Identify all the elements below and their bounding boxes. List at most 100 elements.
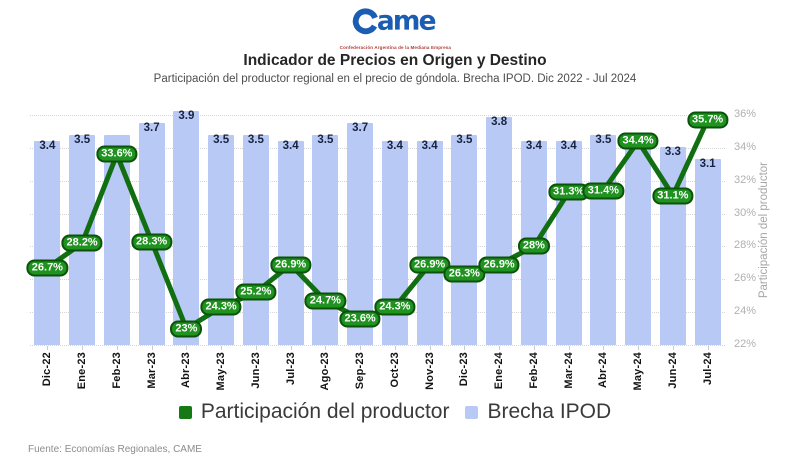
y-tick-label: 32% (734, 173, 757, 186)
month-label-text: Ene-23 (76, 352, 89, 390)
bar (347, 123, 374, 345)
legend-item-brecha: Brecha IPOD (465, 400, 611, 424)
bar (451, 135, 478, 345)
line-point-label: 31.3% (548, 183, 590, 201)
plot-area: 36% 34% 32% 30% 28% 26% 24% 22% 3.4 3.5 3.7 3.9 3.5 3… (26, 105, 756, 350)
line-point-label: 26.9% (409, 256, 451, 273)
bar-value-label: 3.4 (386, 140, 403, 152)
bar (625, 141, 652, 345)
month-label-text: May-24 (632, 352, 645, 391)
x-axis-labels: Dic-22 Ene-23 Feb-23 Mar-23 Abr-23 May-23 Jun-… (30, 346, 725, 398)
participacion-line (44, 117, 711, 332)
y-tick-label: 34% (734, 140, 757, 153)
grid-line (30, 147, 725, 149)
line-point-label: 33.6% (96, 145, 138, 163)
line-point-label: 35.7% (687, 111, 729, 129)
line-point-label: 23.6% (339, 310, 381, 328)
month-label: Jun-23 (239, 346, 274, 398)
legend-swatch-green (178, 405, 192, 419)
month-label-text: Oct-23 (388, 352, 401, 388)
grid-line (30, 279, 725, 281)
grid-line (30, 246, 725, 248)
month-label-text: Nov-23 (423, 352, 436, 390)
month-label: May-23 (204, 346, 239, 398)
line-point-label: 31.1% (652, 187, 694, 204)
month-label: Mar-23 (134, 346, 169, 398)
bar (242, 135, 269, 345)
month-label-text: Feb-24 (527, 352, 540, 389)
month-label: Oct-23 (378, 346, 413, 398)
legend-label: Participación del productor (200, 400, 450, 423)
line-point-label: 26.7% (26, 259, 68, 277)
month-label: Abr-23 (169, 346, 204, 398)
month-label-text: Mar-24 (562, 352, 575, 389)
bar (416, 141, 443, 345)
bar-value-label: 3.1 (699, 158, 716, 170)
month-label-text: Jun-23 (249, 352, 262, 389)
bar-value-label: 3.5 (317, 134, 334, 146)
right-axis-title: Participación del productor (758, 161, 770, 299)
bar-value-label: 3.4 (560, 140, 577, 152)
bar-value-label: 3.5 (595, 134, 612, 146)
month-label: Jul-23 (273, 346, 308, 398)
month-label: May-24 (621, 346, 656, 398)
line-point-label: 23% (170, 320, 203, 338)
y-tick-label: 22% (734, 338, 757, 350)
legend-swatch-blue (465, 405, 479, 419)
month-label: Abr-24 (586, 346, 621, 398)
legend-item-participacion: Participación del productor (178, 400, 450, 424)
month-label-text: Abr-24 (597, 352, 610, 389)
bar (277, 141, 304, 345)
month-label: Ago-23 (308, 346, 343, 398)
bar-value-label: 3.4 (525, 140, 542, 152)
line-point-label: 26.9% (478, 256, 520, 273)
month-label-text: Mar-23 (145, 352, 158, 389)
month-label-text: Ene-24 (493, 352, 506, 390)
month-label: Ene-24 (482, 346, 517, 398)
bar-value-label: 3.4 (421, 140, 438, 152)
month-label-text: Jul-23 (284, 352, 297, 385)
source-note: Fuente: Economías Regionales, CAME (28, 444, 202, 455)
month-label-text: Dic-23 (458, 352, 471, 387)
line-point-label: 25.2% (235, 283, 277, 301)
line-point-label: 26.3% (443, 265, 485, 283)
month-label: Dic-23 (447, 346, 482, 398)
line-point-label: 34.4% (617, 132, 659, 150)
bar-value-label: 3.7 (143, 122, 160, 134)
grid-line (30, 180, 725, 182)
bar (486, 117, 513, 345)
y-tick-label: 28% (734, 239, 757, 252)
bar-value-label: 3.4 (39, 140, 56, 152)
month-label-text: May-23 (215, 352, 228, 391)
bar (34, 141, 61, 345)
line-point-label: 24.3% (200, 298, 242, 316)
month-label: Dic-22 (30, 346, 65, 398)
bar-value-label: 3.9 (178, 110, 195, 122)
logo-block: ame Confederación Argentina de la Median… (0, 4, 790, 58)
grid-line (30, 115, 725, 116)
page-title: Indicador de Precios en Origen y Destino (243, 52, 547, 69)
bar-value-label: 3.5 (213, 134, 230, 146)
bar-value-label: 3.5 (456, 134, 473, 146)
month-label-text: Sep-23 (354, 352, 367, 390)
bar-value-label: 3.8 (491, 116, 508, 128)
month-label: Nov-23 (412, 346, 447, 398)
month-label-text: Ago-23 (319, 352, 332, 391)
line-point-label: 28% (517, 237, 550, 255)
y-tick-label: 26% (734, 272, 757, 285)
bar (312, 135, 339, 345)
month-label-text: Dic-22 (41, 352, 54, 387)
bar-value-label: 3.4 (282, 140, 299, 152)
logo-tagline: Confederación Argentina de la Mediana Em… (339, 45, 451, 50)
page-subtitle: Participación del productor regional en … (153, 73, 637, 85)
month-label: Jun-24 (656, 346, 691, 398)
bar-value-label: 3.3 (664, 146, 681, 158)
grid-line (30, 345, 725, 346)
month-label: Feb-23 (100, 346, 135, 398)
line-point-label: 24.7% (304, 292, 346, 310)
bar-value-label: 3.5 (74, 134, 91, 146)
month-label-text: Feb-23 (110, 352, 123, 389)
y-tick-label: 30% (734, 206, 757, 219)
line-point-label: 28.2% (61, 234, 103, 252)
